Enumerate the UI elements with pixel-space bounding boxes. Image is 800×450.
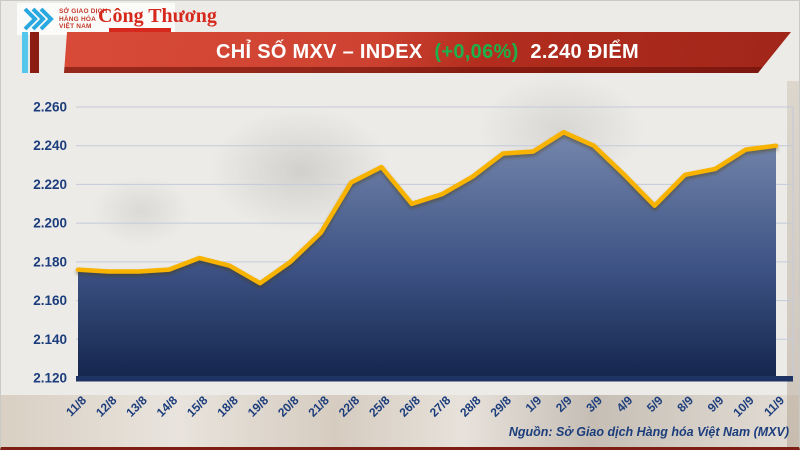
mxv-chevron-logo-icon bbox=[22, 6, 56, 37]
congthuong-logo: Công Thương bbox=[98, 5, 217, 27]
svg-text:25/8: 25/8 bbox=[366, 393, 393, 420]
svg-text:5/9: 5/9 bbox=[644, 393, 666, 415]
svg-text:2.140: 2.140 bbox=[33, 332, 67, 347]
svg-text:12/8: 12/8 bbox=[93, 393, 120, 420]
svg-text:15/8: 15/8 bbox=[184, 393, 211, 420]
title-value: 2.240 ĐIỂM bbox=[530, 41, 639, 63]
svg-text:18/8: 18/8 bbox=[214, 393, 241, 420]
svg-text:26/8: 26/8 bbox=[397, 393, 424, 420]
mxv-logo-line1: SỞ GIAO DỊCH bbox=[59, 8, 108, 15]
svg-text:10/9: 10/9 bbox=[730, 393, 757, 420]
source-note: Nguồn: Sở Giao dịch Hàng hóa Việt Nam (M… bbox=[508, 425, 789, 439]
chart-title: CHỈ SỐ MXV – INDEX (+0,06%) 2.240 ĐIỂM bbox=[216, 41, 639, 64]
svg-text:8/9: 8/9 bbox=[674, 393, 696, 415]
mxv-logo-line2: HÀNG HÓA bbox=[59, 15, 96, 23]
svg-text:2.200: 2.200 bbox=[33, 216, 67, 231]
chart-region: 2.120 2.140 2.160 2.180 2.200 2.220 2.240 2.260… bbox=[1, 86, 799, 447]
svg-text:4/9: 4/9 bbox=[614, 393, 636, 415]
svg-text:2.180: 2.180 bbox=[33, 254, 67, 269]
svg-text:27/8: 27/8 bbox=[427, 393, 454, 420]
svg-text:28/8: 28/8 bbox=[457, 393, 484, 420]
svg-text:2.240: 2.240 bbox=[33, 138, 67, 153]
svg-text:2/9: 2/9 bbox=[553, 393, 575, 415]
svg-text:14/8: 14/8 bbox=[154, 393, 181, 420]
mxv-logo-line3: VIỆT NAM bbox=[59, 23, 92, 30]
svg-text:11/8: 11/8 bbox=[63, 393, 89, 419]
svg-text:21/8: 21/8 bbox=[305, 393, 332, 420]
svg-text:9/9: 9/9 bbox=[705, 393, 727, 415]
svg-text:22/8: 22/8 bbox=[336, 393, 363, 420]
svg-text:3/9: 3/9 bbox=[583, 393, 605, 415]
title-banner: CHỈ SỐ MXV – INDEX (+0,06%) 2.240 ĐIỂM bbox=[64, 32, 791, 73]
svg-text:29/8: 29/8 bbox=[488, 393, 515, 420]
svg-text:11/9: 11/9 bbox=[761, 393, 787, 419]
svg-text:2.120: 2.120 bbox=[33, 371, 67, 386]
svg-text:13/8: 13/8 bbox=[123, 393, 150, 420]
congthuong-logo-bar bbox=[109, 28, 171, 32]
cyan-accent-stripe bbox=[22, 32, 28, 73]
title-main: CHỈ SỐ MXV – INDEX bbox=[216, 41, 423, 63]
svg-text:20/8: 20/8 bbox=[275, 393, 302, 420]
mxv-logo-text: SỞ GIAO DỊCH HÀNG HÓA VIỆT NAM bbox=[59, 8, 107, 31]
svg-text:1/9: 1/9 bbox=[523, 393, 545, 415]
mxv-index-area-chart: 2.120 2.140 2.160 2.180 2.200 2.220 2.240 2.260… bbox=[33, 100, 794, 420]
svg-text:2.220: 2.220 bbox=[33, 177, 67, 192]
maroon-accent-stripe bbox=[30, 32, 39, 73]
title-change-percent: (+0,06%) bbox=[434, 41, 519, 63]
svg-text:19/8: 19/8 bbox=[245, 393, 272, 420]
svg-text:2.160: 2.160 bbox=[33, 293, 67, 308]
svg-text:2.260: 2.260 bbox=[33, 100, 67, 115]
